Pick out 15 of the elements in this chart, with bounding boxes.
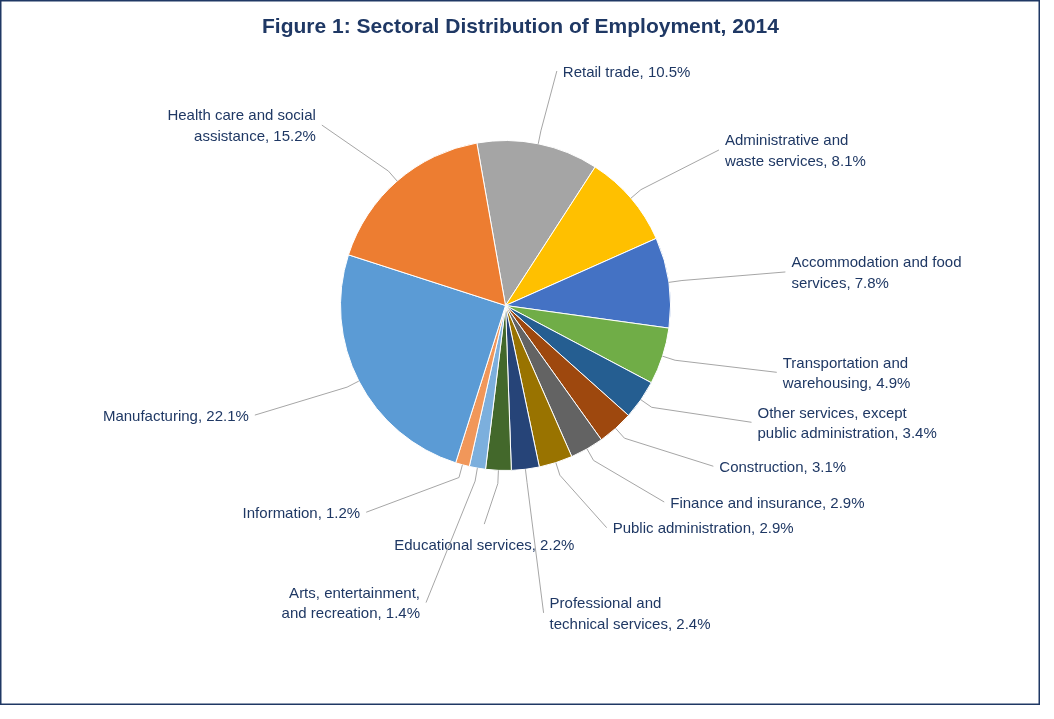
slice-label: Finance and insurance, 2.9%: [670, 493, 865, 511]
slice-label: Transportation and warehousing, 4.9%: [781, 353, 911, 392]
chart-title: Figure 1: Sectoral Distribution of Employment, 2014: [262, 14, 780, 37]
slice-label: Information, 1.2%: [242, 503, 361, 521]
slice-label: Retail trade, 10.5%: [562, 62, 691, 80]
slice-label: Arts, entertainment, and recreation, 1.4%: [281, 583, 421, 622]
slice-label: Public administration, 2.9%: [612, 519, 794, 537]
slice-label: Administrative and waste services, 8.1%: [723, 131, 866, 169]
slice-label: Manufacturing, 22.1%: [102, 406, 249, 424]
slice-label: Health care and social assistance, 15.2%: [167, 106, 316, 144]
slice-label: Other services, except public administration, 3.4%: [757, 403, 937, 441]
slice-label: Construction, 3.1%: [719, 457, 847, 475]
slice-label: Professional and technical services, 2.4%: [549, 594, 711, 632]
slice-label: Accommodation and food services, 7.8%: [791, 253, 962, 291]
slice-label: Educational services, 2.2%: [394, 535, 575, 553]
